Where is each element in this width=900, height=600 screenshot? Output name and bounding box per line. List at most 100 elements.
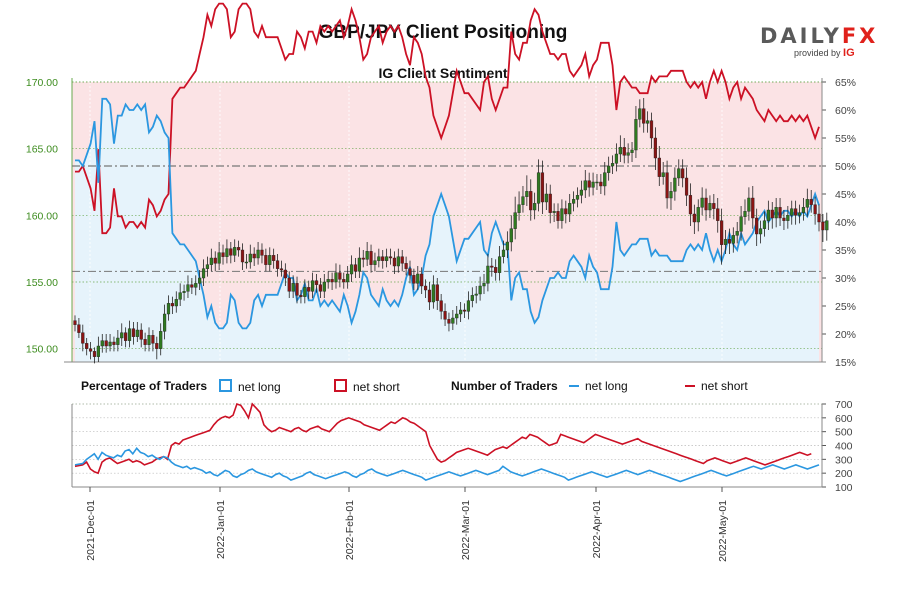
candle-body [104,340,108,347]
x-tick-label: 2021-Dec-01 [85,500,97,561]
candle-body [400,256,404,264]
candle-body [412,275,416,284]
candle-body [568,203,572,215]
candle-body [299,295,303,297]
candle-body [708,203,712,211]
candle-body [295,283,299,296]
candle-body [723,239,728,245]
candle-body [96,345,100,357]
candle-body [408,268,412,276]
candle-body [248,253,252,263]
legend-pct-short-label: net short [353,380,400,394]
candle-body [727,239,732,244]
candle-body [174,299,178,307]
candle-body [291,283,295,292]
price-tick-label: 165.00 [26,144,58,156]
candle-body [447,319,451,324]
candle-body [135,329,139,337]
candle-body [326,279,330,283]
candle-body [369,251,373,265]
candle-body [81,332,85,344]
candle-body [92,351,97,357]
candle-body [182,291,186,293]
candle-body [279,268,284,271]
candle-body [151,335,155,344]
x-tick-label: 2022-Mar-01 [460,500,472,560]
candle-body [677,168,681,179]
x-tick-label: 2022-Feb-01 [344,500,356,560]
candle-body [552,211,556,213]
candle-body [233,247,237,256]
candle-body [346,273,350,283]
candle-body [509,228,513,243]
candle-body [762,220,767,229]
pct-tick-label: 65% [835,77,856,89]
ig-logo-text: IG [843,47,855,59]
candle-body [85,343,89,349]
net-long-pct-line [75,97,820,330]
candle-body [696,207,700,223]
candle-body [244,261,248,264]
candle-body [513,212,517,229]
pct-tick-label: 45% [835,189,856,201]
candle-body [766,209,770,221]
candle-body [307,287,311,292]
candle-body [178,292,182,300]
candle-body [431,284,435,303]
candle-body [825,220,829,231]
candle-body [225,248,229,257]
candle-body [758,228,763,235]
candle-body [649,120,654,139]
candle-body [361,257,365,260]
candle-body [614,153,619,164]
logo-provided-by: provided by IG [794,47,855,59]
candle-body [311,280,315,292]
candle-body [275,260,280,269]
candle-body [575,195,580,200]
candle-body [388,256,393,259]
candle-body [583,180,587,191]
candle-body [716,208,720,221]
candle-body [700,197,704,208]
candle-body [809,199,813,205]
candle-body [392,257,397,267]
red-line-icon [685,385,695,387]
candle-body [794,208,798,216]
candle-body [451,317,455,324]
candle-body [813,204,817,215]
candle-body [112,341,116,345]
candle-body [681,168,685,179]
candle-body [353,264,358,272]
candle-body [194,283,198,288]
candle-body [747,197,751,212]
candle-body [790,208,794,216]
blue-line-icon [569,385,579,387]
candle-body [564,208,568,215]
logo-fx-text: FX [841,24,879,48]
legend-number-label: Number of Traders [451,379,558,393]
candle-body [443,311,447,320]
traders-tick-label: 300 [835,454,853,466]
net-short-count-line [74,402,812,475]
candle-body [466,300,471,312]
candle-body [283,269,287,279]
candle-body [817,213,821,223]
candle-body [525,191,529,197]
candle-body [108,341,112,347]
candle-body [661,172,665,177]
candle-body [735,231,739,236]
pct-tick-label: 40% [835,217,856,229]
traders-tick-label: 600 [835,413,853,425]
candle-body [556,211,560,221]
candle-body [459,309,463,315]
candle-body [607,165,611,173]
pct-tick-label: 30% [835,273,856,285]
price-tick-label: 155.00 [26,277,58,289]
traders-tick-label: 100 [835,482,853,494]
candle-body [603,172,607,187]
candle-body [213,257,217,264]
net-long-area [75,98,819,363]
candle-body [416,273,420,284]
candle-body [462,309,467,312]
candle-body [739,216,743,232]
